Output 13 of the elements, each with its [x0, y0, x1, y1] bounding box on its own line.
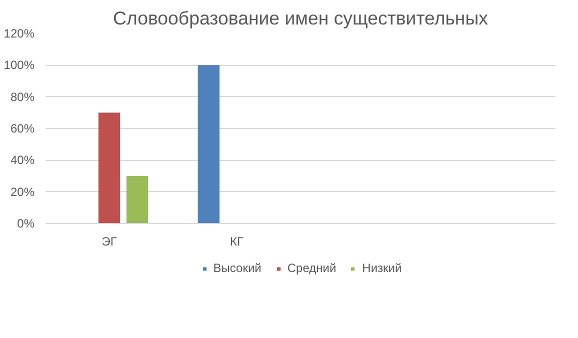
y-tick-label: 80%: [10, 90, 35, 104]
x-tick-label: ЭГ: [102, 234, 118, 248]
legend-label: Высокий: [213, 261, 262, 275]
y-tick-label: 60%: [10, 122, 35, 136]
legend-label: Низкий: [362, 261, 402, 275]
y-tick-label: 20%: [10, 184, 35, 199]
y-tick-label: 100%: [4, 58, 35, 72]
chart-title: Словообразование имен существительных: [113, 8, 489, 28]
legend-label: Средний: [287, 261, 336, 275]
x-tick-label: КГ: [230, 234, 244, 248]
y-tick-label: 120%: [4, 26, 35, 40]
y-tick-label: 0%: [17, 216, 35, 230]
y-tick-label: 40%: [10, 153, 35, 168]
